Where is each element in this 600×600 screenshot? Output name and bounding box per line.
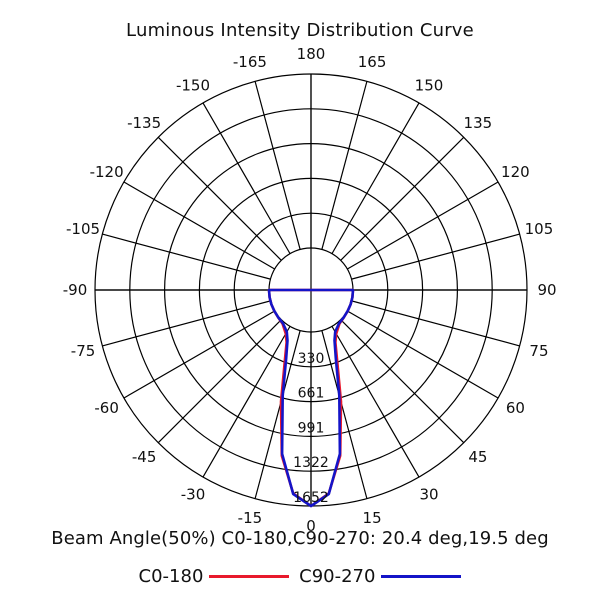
grid-spoke-75 (351, 300, 520, 347)
angle-label-150: 150 (415, 77, 444, 95)
grid-spoke-240 (123, 181, 275, 270)
grid-spoke-30 (331, 326, 420, 478)
angle-label--45: -45 (132, 448, 157, 466)
angle-label--150: -150 (176, 77, 210, 95)
legend-item-c0-180: C0-180 (139, 566, 290, 587)
angle-label-0: 0 (306, 517, 316, 535)
radial-labels: 330 661 991 1322 1652 (293, 351, 329, 506)
grid-spoke-15 (321, 330, 368, 499)
angle-label-165: 165 (358, 53, 387, 71)
grid-spoke-45 (340, 319, 465, 444)
grid-spoke-210 (202, 102, 291, 254)
grid-spoke-300 (123, 310, 275, 399)
legend-swatch-c0-180 (209, 575, 290, 578)
angle-label--75: -75 (71, 342, 96, 360)
grid-spoke-135 (340, 136, 465, 261)
radial-label-1652: 1652 (293, 490, 329, 506)
angle-label--90: -90 (63, 281, 88, 299)
polar-grid (94, 73, 528, 507)
legend-item-c90-270: C90-270 (299, 566, 462, 587)
grid-spoke-285 (102, 300, 271, 347)
radial-label-1322: 1322 (293, 455, 329, 471)
radial-label-661: 661 (298, 386, 325, 402)
grid-spoke-225 (157, 136, 282, 261)
grid-spoke-330 (202, 326, 291, 478)
series-layer (267, 288, 355, 508)
angle-label-180: 180 (297, 45, 326, 63)
angle-label-135: 135 (464, 114, 493, 132)
radial-label-330: 330 (298, 351, 325, 367)
angle-label-30: 30 (419, 485, 438, 503)
beam-angle-text: Beam Angle(50%) C0-180,C90-270: 20.4 deg… (51, 528, 549, 549)
grid-spoke-345 (254, 330, 301, 499)
angle-label--165: -165 (233, 53, 267, 71)
grid-spoke-150 (331, 102, 420, 254)
legend-swatch-c90-270 (381, 575, 462, 578)
angle-labels: 180 1651501351201059075604530150-15-30-45… (63, 45, 557, 535)
angle-label--105: -105 (66, 220, 100, 238)
angle-label--120: -120 (90, 163, 124, 181)
angle-label--15: -15 (238, 509, 263, 527)
series-line-c90-270 (267, 288, 355, 508)
grid-spoke-195 (254, 81, 301, 250)
grid-spoke-105 (351, 233, 520, 280)
legend: C0-180 C90-270 (0, 566, 600, 587)
angle-label-90: 90 (537, 281, 556, 299)
grid-spoke-315 (157, 319, 282, 444)
grid-spoke-120 (347, 181, 499, 270)
angle-label-60: 60 (506, 399, 525, 417)
grid-spoke-60 (347, 310, 499, 399)
angle-label-75: 75 (529, 342, 548, 360)
grid-spoke-165 (321, 81, 368, 250)
angle-label--135: -135 (127, 114, 161, 132)
legend-label-c90-270: C90-270 (299, 566, 376, 587)
angle-label--60: -60 (94, 399, 119, 417)
angle-label-120: 120 (501, 163, 530, 181)
legend-label-c0-180: C0-180 (138, 566, 204, 587)
angle-label--30: -30 (181, 485, 206, 503)
angle-label-105: 105 (525, 220, 554, 238)
radial-label-991: 991 (298, 420, 325, 436)
grid-spoke-255 (102, 233, 271, 280)
chart-title: Luminous Intensity Distribution Curve (126, 20, 474, 41)
angle-label-15: 15 (363, 509, 382, 527)
angle-label-45: 45 (468, 448, 487, 466)
